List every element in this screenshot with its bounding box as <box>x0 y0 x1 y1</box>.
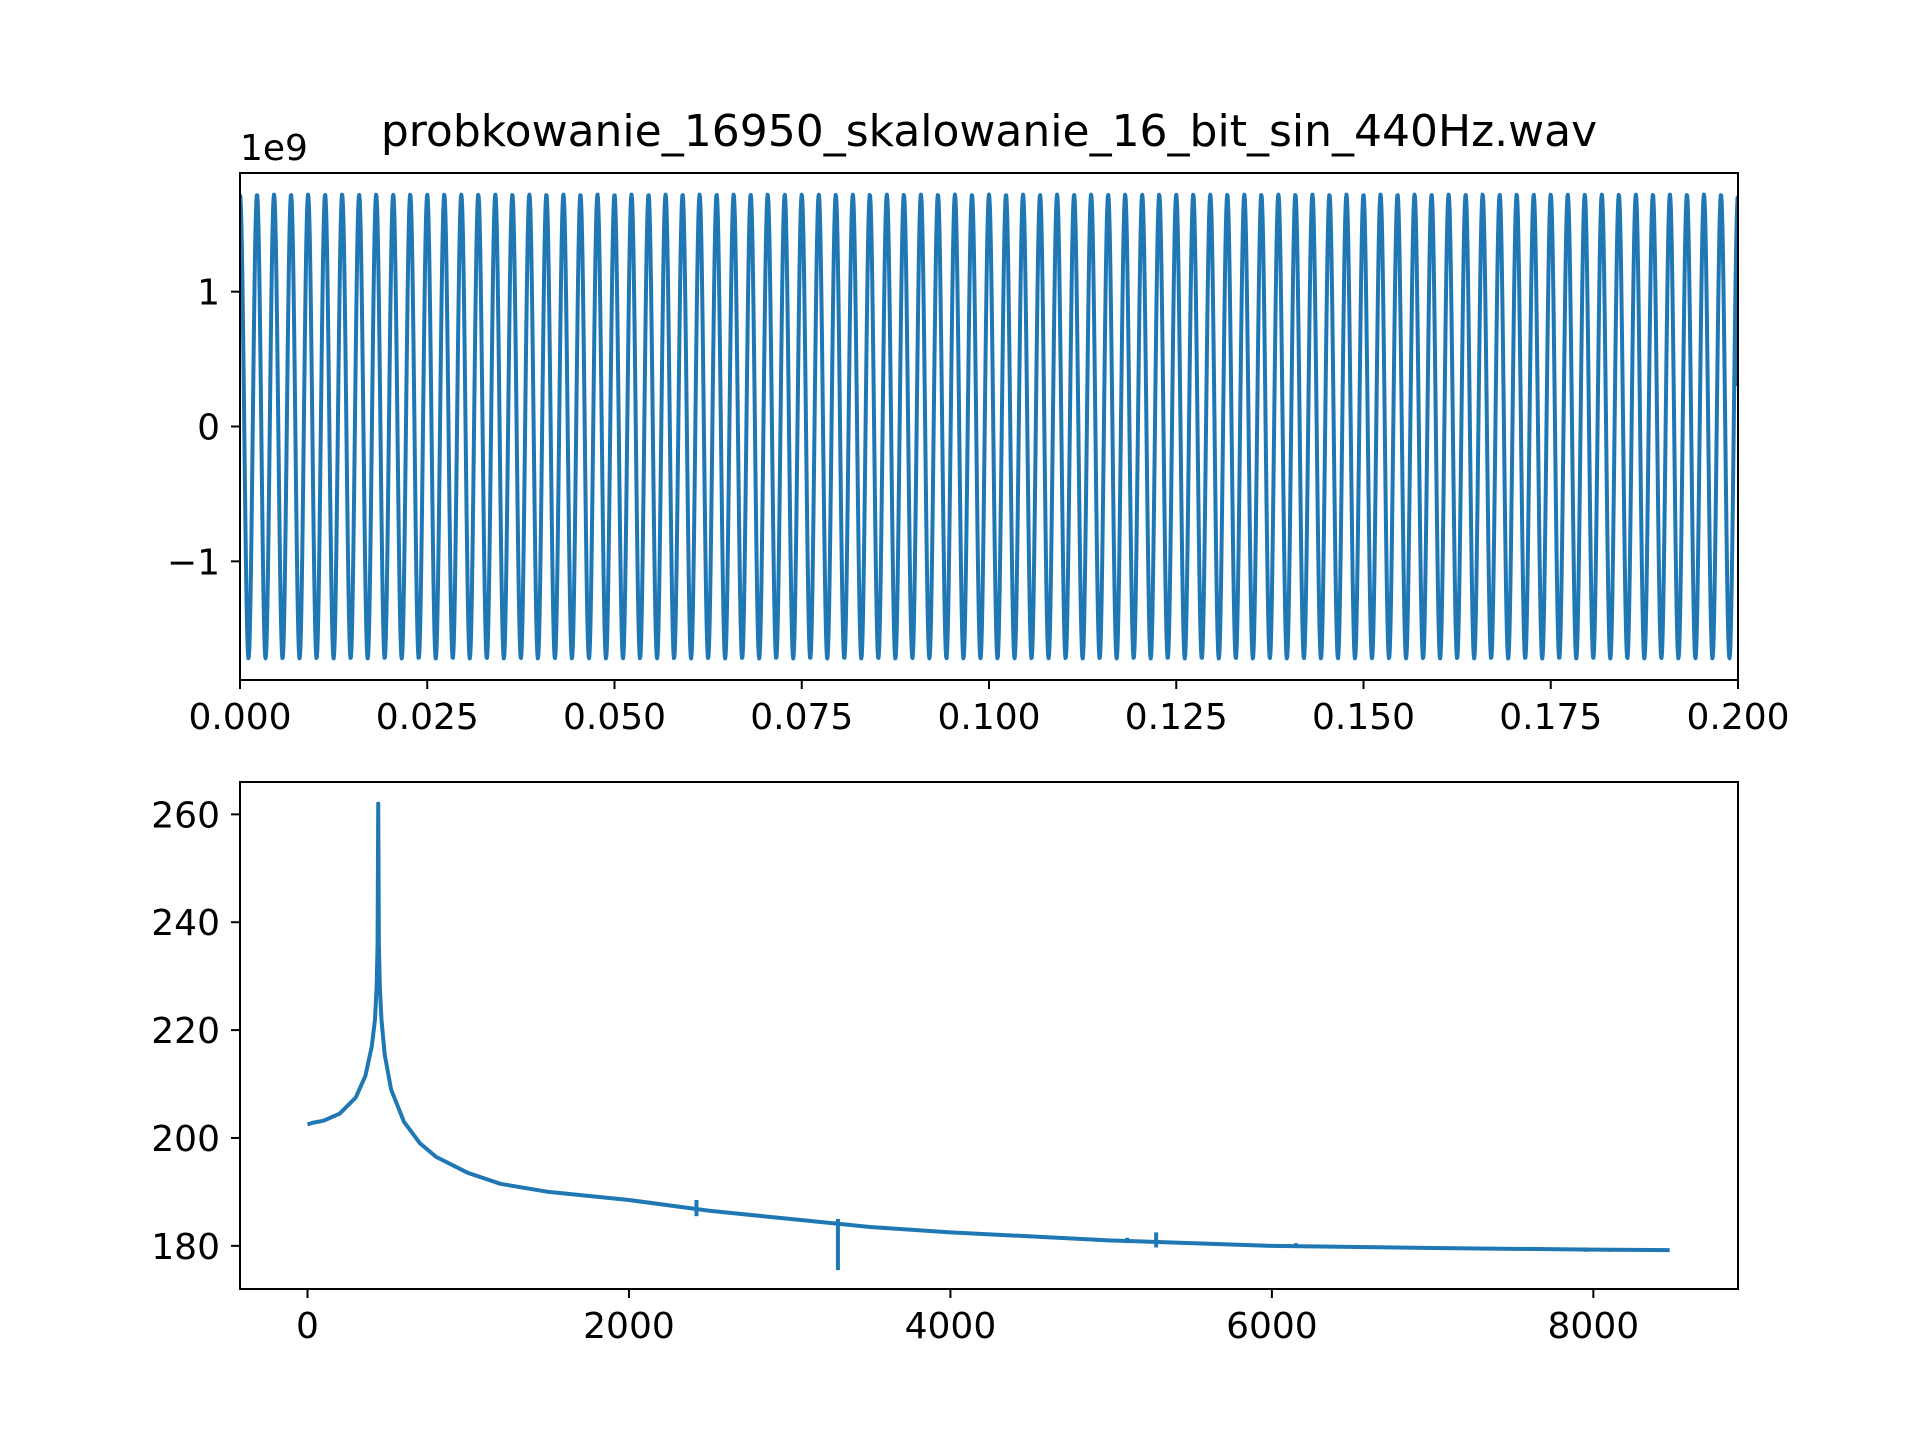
waveform-x-tick-label: 0.125 <box>1125 697 1228 738</box>
spectrum-y-tick-label: 260 <box>151 795 220 836</box>
spectrum-chart: 0 2000 4000 6000 8000 180 200 220 240 260 <box>151 781 1739 1347</box>
spectrum-axes-frame <box>239 781 1739 1290</box>
spectrum-series-line <box>306 801 1670 1253</box>
waveform-x-axis: 0.000 0.025 0.050 0.075 0.100 0.125 0.150 0.175… <box>188 680 1790 738</box>
spectrum-y-tick-label: 220 <box>151 1011 220 1052</box>
spectrum-x-tick-label: 8000 <box>1548 1306 1640 1347</box>
waveform-chart: 0.000 0.025 0.050 0.075 0.100 0.125 0.150 0.175… <box>167 106 1790 738</box>
waveform-y-tick-label: 1 <box>197 273 220 314</box>
waveform-x-tick-label: 0.150 <box>1312 697 1415 738</box>
waveform-x-tick-label: 0.000 <box>188 697 291 738</box>
waveform-y-axis: −1 0 1 <box>167 273 240 583</box>
waveform-x-tick-label: 0.200 <box>1686 697 1789 738</box>
spectrum-plot-area <box>306 801 1670 1271</box>
waveform-y-offset-label: 1e9 <box>240 128 308 169</box>
waveform-plot-area <box>240 192 1738 661</box>
waveform-x-tick-label: 0.175 <box>1499 697 1602 738</box>
waveform-y-tick-label: 0 <box>197 408 220 449</box>
spectrum-y-tick-label: 240 <box>151 903 220 944</box>
spectrum-x-tick-label: 2000 <box>583 1306 675 1347</box>
waveform-x-tick-label: 0.075 <box>750 697 853 738</box>
waveform-x-tick-label: 0.100 <box>937 697 1040 738</box>
waveform-x-tick-label: 0.050 <box>563 697 666 738</box>
waveform-x-tick-label: 0.025 <box>376 697 479 738</box>
waveform-y-tick-label: −1 <box>167 542 220 583</box>
spectrum-x-tick-label: 4000 <box>905 1306 997 1347</box>
spectrum-y-tick-label: 200 <box>151 1119 220 1160</box>
spectrum-y-tick-label: 180 <box>151 1227 220 1268</box>
waveform-series-line <box>240 192 1738 661</box>
spectrum-y-axis: 180 200 220 240 260 <box>151 795 240 1268</box>
waveform-chart-title: probkowanie_16950_skalowanie_16_bit_sin_… <box>381 106 1597 157</box>
spectrum-x-tick-label: 0 <box>296 1306 319 1347</box>
spectrum-x-axis: 0 2000 4000 6000 8000 <box>296 1289 1639 1347</box>
spectrum-x-tick-label: 6000 <box>1226 1306 1318 1347</box>
